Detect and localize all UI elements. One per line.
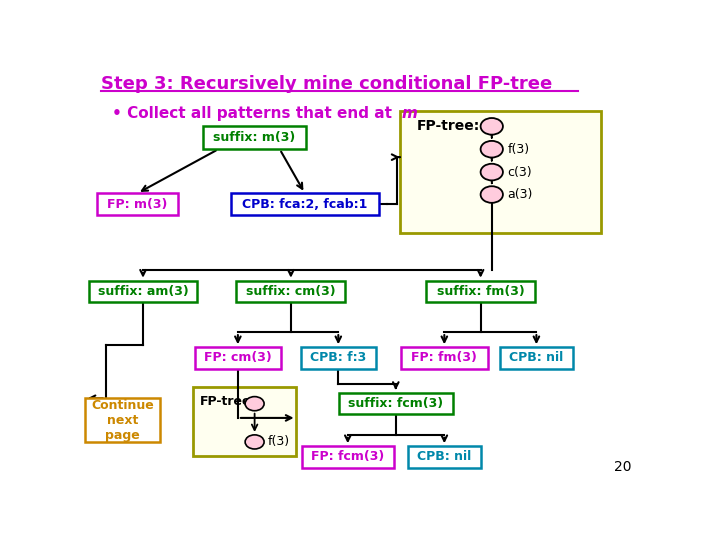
FancyBboxPatch shape (194, 347, 281, 369)
Text: CPB: nil: CPB: nil (509, 352, 564, 365)
Text: FP-tree:: FP-tree: (416, 119, 480, 133)
FancyBboxPatch shape (500, 347, 572, 369)
FancyBboxPatch shape (338, 393, 453, 415)
Text: suffix: m(3): suffix: m(3) (214, 131, 296, 144)
Text: a(3): a(3) (508, 188, 533, 201)
FancyBboxPatch shape (401, 347, 487, 369)
Text: 20: 20 (613, 461, 631, 474)
Text: FP-tree:: FP-tree: (200, 395, 256, 408)
Text: CPB: f:3: CPB: f:3 (310, 352, 366, 365)
Text: Step 3: Recursively mine conditional FP-tree: Step 3: Recursively mine conditional FP-… (101, 75, 552, 93)
Text: FP: fm(3): FP: fm(3) (411, 352, 477, 365)
Text: suffix: fcm(3): suffix: fcm(3) (348, 397, 444, 410)
FancyBboxPatch shape (426, 281, 535, 302)
FancyBboxPatch shape (89, 281, 197, 302)
FancyBboxPatch shape (85, 399, 160, 442)
Text: f(3): f(3) (508, 143, 529, 156)
Circle shape (245, 396, 264, 411)
FancyBboxPatch shape (408, 446, 481, 468)
Circle shape (480, 186, 503, 203)
FancyBboxPatch shape (236, 281, 346, 302)
Text: CPB: nil: CPB: nil (417, 450, 472, 463)
Text: FP: fcm(3): FP: fcm(3) (311, 450, 384, 463)
Circle shape (245, 435, 264, 449)
Circle shape (480, 118, 503, 134)
Circle shape (480, 141, 503, 158)
Text: • Collect all patterns that end at: • Collect all patterns that end at (112, 105, 397, 120)
FancyBboxPatch shape (302, 446, 394, 468)
FancyBboxPatch shape (97, 193, 178, 215)
Text: c(3): c(3) (508, 166, 532, 179)
Text: suffix: am(3): suffix: am(3) (98, 285, 189, 298)
Text: Continue
next
page: Continue next page (91, 399, 154, 442)
Text: FP: cm(3): FP: cm(3) (204, 352, 271, 365)
Text: m: m (401, 105, 417, 120)
Text: FP: m(3): FP: m(3) (107, 198, 168, 211)
Circle shape (480, 164, 503, 180)
Text: CPB: fca:2, fcab:1: CPB: fca:2, fcab:1 (242, 198, 367, 211)
FancyBboxPatch shape (400, 111, 600, 233)
Text: suffix: fm(3): suffix: fm(3) (437, 285, 524, 298)
FancyBboxPatch shape (203, 126, 306, 149)
Text: f(3): f(3) (268, 435, 290, 448)
Text: suffix: cm(3): suffix: cm(3) (246, 285, 336, 298)
FancyBboxPatch shape (193, 387, 297, 456)
FancyBboxPatch shape (231, 193, 379, 215)
FancyBboxPatch shape (301, 347, 376, 369)
